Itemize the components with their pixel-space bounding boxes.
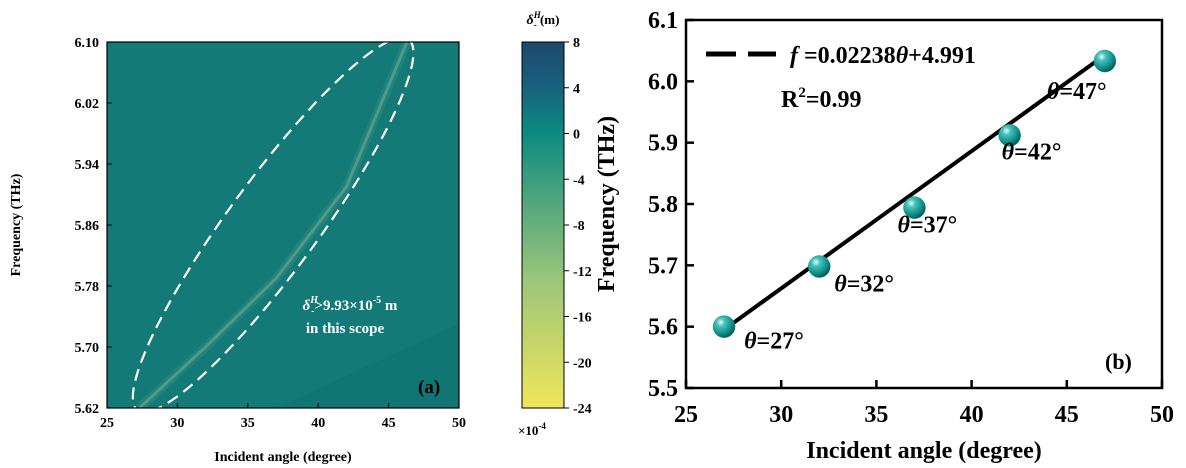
- x-tick-label: 35: [864, 402, 888, 428]
- x-axis-label: Incident angle (degree): [806, 438, 1042, 464]
- point-label: θ=37°: [897, 213, 957, 239]
- x-tick-label: 30: [769, 402, 793, 428]
- panel-label-a: (a): [418, 377, 440, 398]
- heatmap-area: [107, 42, 459, 408]
- x-axis-label: Incident angle (degree): [214, 450, 352, 465]
- colorbar: δH - (m) 8 4 0 -4 -8 -12 -16 -20 -24 ×10-4: [518, 10, 592, 438]
- colorbar-tick-label: -20: [573, 356, 592, 371]
- x-tick-label: 45: [1055, 402, 1079, 428]
- y-axis-ticks: 5.5 5.6 5.7 5.8 5.9 6.0 6.1: [648, 8, 694, 402]
- x-axis-ticks: 25 30 35 40 45 50: [674, 380, 1174, 428]
- colorbar-tick-label: -12: [573, 265, 592, 280]
- point-label: θ=47°: [1047, 79, 1107, 105]
- data-point: [808, 255, 831, 278]
- y-axis-label: Frequency (THz): [594, 116, 620, 292]
- colorbar-tick-label: 0: [573, 128, 580, 143]
- y-tick-label: 6.1: [648, 8, 678, 34]
- y-tick-label: 6.02: [75, 97, 100, 112]
- y-axis-label: Frequency (THz): [9, 173, 24, 276]
- point-label: θ=32°: [834, 272, 894, 298]
- x-tick-label: 50: [1150, 402, 1174, 428]
- y-tick-label: 5.7: [648, 253, 678, 279]
- colorbar-gradient: [521, 41, 565, 409]
- panel-label-b: (b): [1105, 349, 1132, 374]
- x-tick-label: 40: [311, 416, 325, 431]
- r-squared: R2=0.99: [781, 85, 862, 113]
- x-tick-label: 50: [452, 416, 466, 431]
- x-tick-label: 25: [100, 416, 114, 431]
- x-tick-label: 30: [170, 416, 184, 431]
- scope-annotation-line2: in this scope: [306, 321, 385, 337]
- y-tick-label: 5.8: [648, 192, 678, 218]
- y-tick-label: 6.0: [648, 69, 678, 95]
- colorbar-tick-label: 8: [573, 36, 580, 51]
- y-tick-label: 5.5: [648, 376, 678, 402]
- colorbar-multiplier: ×10-4: [518, 421, 546, 438]
- point-label: θ=42°: [1002, 139, 1062, 165]
- linear-fit-line: [722, 53, 1107, 332]
- colorbar-ticks: 8 4 0 -4 -8 -12 -16 -20 -24: [564, 36, 592, 417]
- colorbar-title: δH - (m): [527, 10, 560, 30]
- data-point: [1093, 49, 1117, 73]
- x-axis-ticks: 25 30 35 40 45 50: [100, 403, 466, 431]
- data-points: θ=27° θ=32° θ=37° θ=42° θ=47°: [712, 49, 1117, 355]
- x-tick-label: 40: [960, 402, 984, 428]
- y-tick-label: 5.86: [75, 219, 100, 234]
- panel-a: 25 30 35 40 45 50 5.62 5.70 5.78 5.86 5.94 6.02 6.1…: [9, 36, 466, 465]
- x-tick-label: 45: [382, 416, 396, 431]
- colorbar-tick-label: -16: [573, 311, 592, 326]
- y-tick-label: 5.9: [648, 131, 678, 157]
- x-tick-label: 35: [241, 416, 255, 431]
- data-point: [903, 196, 926, 219]
- y-tick-label: 5.62: [75, 402, 100, 417]
- y-tick-label: 5.94: [75, 158, 100, 173]
- point-label: θ=27°: [744, 329, 804, 355]
- highlight-ellipse: [131, 36, 415, 414]
- colorbar-tick-label: -24: [573, 402, 592, 417]
- panel-b: 25 30 35 40 45 50 5.5 5.6 5.7 5.8 5.9 6.0 6.1 θ=27°…: [594, 8, 1174, 464]
- y-axis-ticks: 5.62 5.70 5.78 5.86 5.94 6.02 6.10: [75, 36, 112, 417]
- data-point: [998, 124, 1021, 147]
- resonance-ridge: [138, 42, 409, 408]
- colorbar-tick-label: -8: [573, 219, 585, 234]
- heatmap-lower-right-shade: [275, 324, 459, 408]
- legend-fit-equation: f =0.02238θ+4.991: [790, 43, 976, 69]
- colorbar-tick-label: 4: [573, 82, 580, 97]
- y-tick-label: 5.6: [648, 315, 678, 341]
- y-tick-label: 5.70: [75, 341, 100, 356]
- data-point: [712, 315, 736, 338]
- y-tick-label: 5.78: [75, 280, 100, 295]
- scope-annotation: δH ->9.93×10-5 m: [303, 295, 398, 317]
- y-tick-label: 6.10: [75, 36, 100, 51]
- colorbar-tick-label: -4: [573, 173, 585, 188]
- x-tick-label: 25: [674, 402, 698, 428]
